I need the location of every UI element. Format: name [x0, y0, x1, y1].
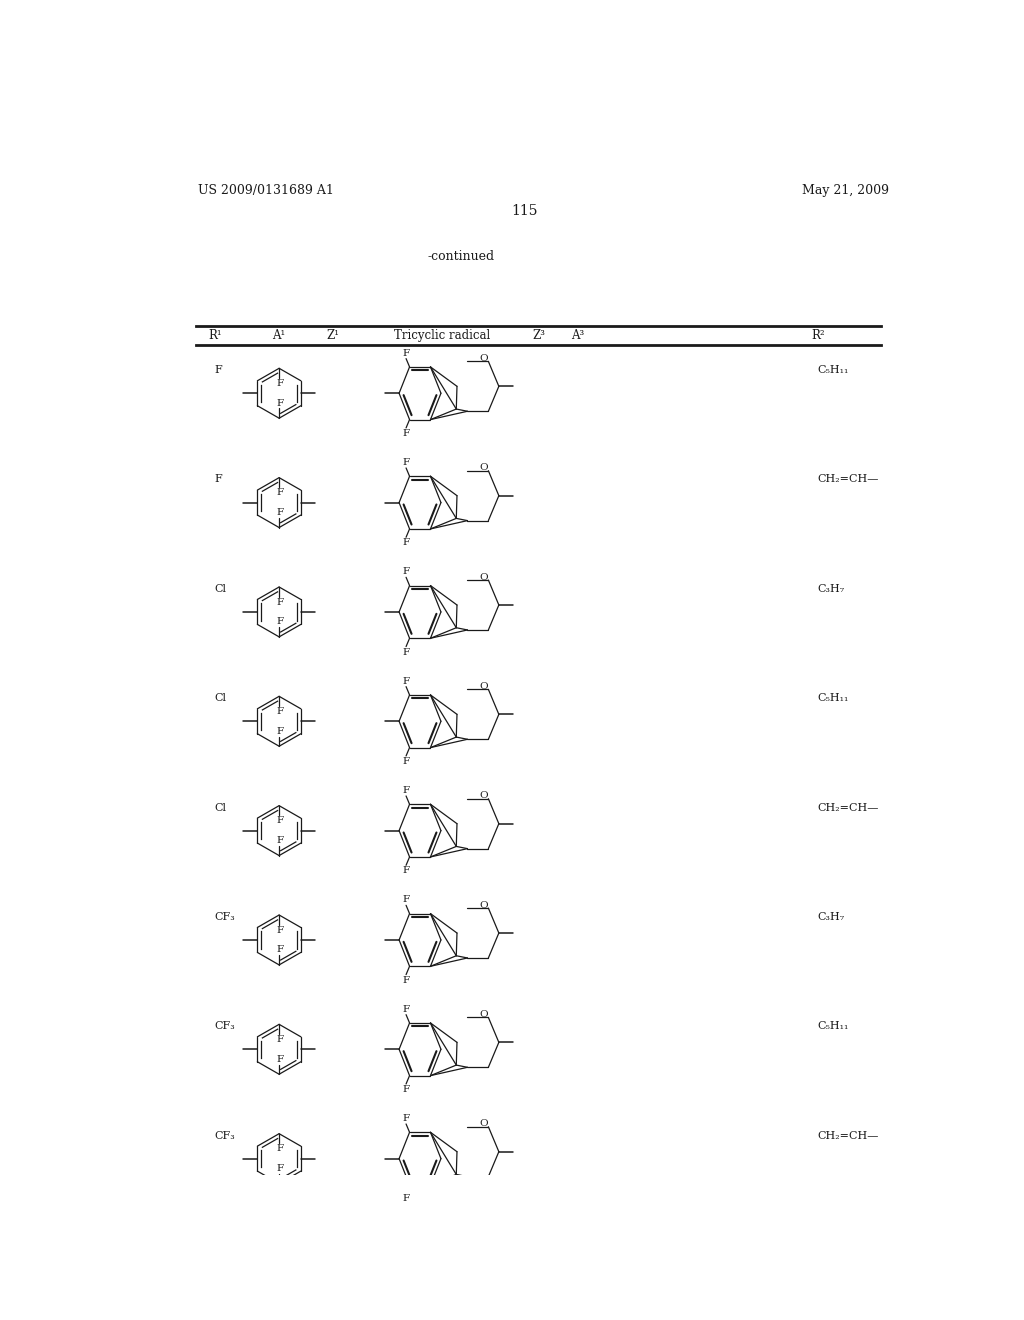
Text: F: F — [402, 539, 410, 548]
Text: C₃H₇: C₃H₇ — [818, 583, 845, 594]
Text: O: O — [479, 1010, 487, 1019]
Text: US 2009/0131689 A1: US 2009/0131689 A1 — [198, 185, 334, 197]
Text: F: F — [276, 836, 284, 845]
Text: O: O — [479, 573, 487, 582]
Text: O: O — [479, 792, 487, 800]
Text: F: F — [402, 866, 410, 875]
Text: F: F — [402, 895, 410, 904]
Text: Cl: Cl — [215, 803, 226, 813]
Text: F: F — [276, 816, 284, 825]
Text: F: F — [276, 399, 284, 408]
Text: F: F — [402, 756, 410, 766]
Text: F: F — [276, 726, 284, 735]
Text: F: F — [276, 925, 284, 935]
Text: R²: R² — [811, 329, 824, 342]
Text: CF₃: CF₃ — [215, 912, 236, 921]
Text: Tricyclic radical: Tricyclic radical — [394, 329, 490, 342]
Text: F: F — [402, 568, 410, 577]
Text: C₃H₇: C₃H₇ — [818, 912, 845, 921]
Text: CF₃: CF₃ — [215, 1022, 236, 1031]
Text: O: O — [479, 1119, 487, 1129]
Text: F: F — [402, 975, 410, 985]
Text: CF₃: CF₃ — [215, 1130, 236, 1140]
Text: -continued: -continued — [428, 251, 495, 264]
Text: F: F — [402, 1005, 410, 1014]
Text: F: F — [402, 785, 410, 795]
Text: F: F — [276, 618, 284, 626]
Text: F: F — [215, 366, 222, 375]
Text: Z³: Z³ — [532, 329, 545, 342]
Text: F: F — [276, 945, 284, 954]
Text: F: F — [276, 598, 284, 607]
Text: F: F — [276, 488, 284, 498]
Text: F: F — [402, 429, 410, 438]
Text: F: F — [402, 1114, 410, 1123]
Text: O: O — [479, 900, 487, 909]
Text: F: F — [402, 348, 410, 358]
Text: O: O — [479, 354, 487, 363]
Text: F: F — [276, 508, 284, 517]
Text: F: F — [276, 379, 284, 388]
Text: A¹: A¹ — [272, 329, 286, 342]
Text: Z¹: Z¹ — [327, 329, 340, 342]
Text: F: F — [402, 677, 410, 685]
Text: R¹: R¹ — [208, 329, 221, 342]
Text: A³: A³ — [570, 329, 584, 342]
Text: CH₂=CH—: CH₂=CH— — [818, 803, 880, 813]
Text: F: F — [276, 1055, 284, 1064]
Text: C₅H₁₁: C₅H₁₁ — [818, 693, 849, 704]
Text: F: F — [276, 708, 284, 715]
Text: Cl: Cl — [215, 693, 226, 704]
Text: F: F — [215, 474, 222, 484]
Text: O: O — [479, 682, 487, 692]
Text: O: O — [479, 463, 487, 473]
Text: CH₂=CH—: CH₂=CH— — [818, 474, 880, 484]
Text: 115: 115 — [512, 203, 538, 218]
Text: F: F — [276, 1035, 284, 1044]
Text: C₅H₁₁: C₅H₁₁ — [818, 1022, 849, 1031]
Text: F: F — [276, 1164, 284, 1173]
Text: Cl: Cl — [215, 583, 226, 594]
Text: C₅H₁₁: C₅H₁₁ — [818, 366, 849, 375]
Text: F: F — [402, 458, 410, 467]
Text: F: F — [402, 1085, 410, 1094]
Text: F: F — [402, 648, 410, 656]
Text: CH₂=CH—: CH₂=CH— — [818, 1130, 880, 1140]
Text: May 21, 2009: May 21, 2009 — [802, 185, 889, 197]
Text: F: F — [402, 1195, 410, 1204]
Text: F: F — [276, 1144, 284, 1154]
